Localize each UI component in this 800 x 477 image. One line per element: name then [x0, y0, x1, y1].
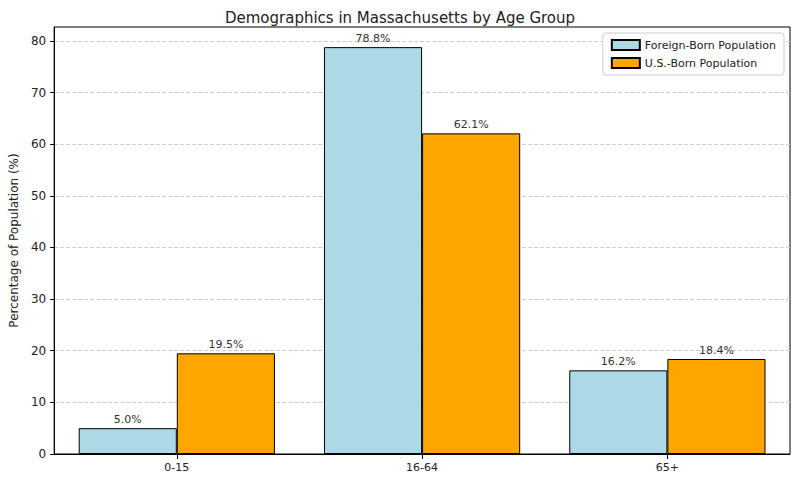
svg-text:30: 30: [31, 292, 46, 306]
svg-text:62.1%: 62.1%: [454, 118, 489, 131]
svg-text:70: 70: [31, 86, 46, 100]
svg-text:10: 10: [31, 395, 46, 409]
svg-text:0-15: 0-15: [164, 461, 189, 474]
svg-text:80: 80: [31, 34, 46, 48]
svg-text:5.0%: 5.0%: [114, 413, 142, 426]
svg-text:Foreign-Born Population: Foreign-Born Population: [645, 39, 776, 52]
svg-text:18.4%: 18.4%: [699, 344, 734, 357]
svg-text:60: 60: [31, 137, 46, 151]
svg-text:40: 40: [31, 240, 46, 254]
svg-text:65+: 65+: [656, 461, 679, 474]
svg-text:16.2%: 16.2%: [601, 355, 636, 368]
svg-text:U.S.-Born Population: U.S.-Born Population: [645, 57, 757, 70]
svg-text:19.5%: 19.5%: [208, 338, 243, 351]
svg-text:16-64: 16-64: [406, 461, 438, 474]
svg-text:0: 0: [39, 447, 47, 461]
svg-text:20: 20: [31, 344, 46, 358]
svg-text:Percentage of Population (%): Percentage of Population (%): [7, 153, 21, 327]
svg-text:78.8%: 78.8%: [356, 32, 391, 45]
svg-text:50: 50: [31, 189, 46, 203]
svg-text:Demographics in Massachusetts: Demographics in Massachusetts by Age Gro…: [225, 9, 575, 27]
